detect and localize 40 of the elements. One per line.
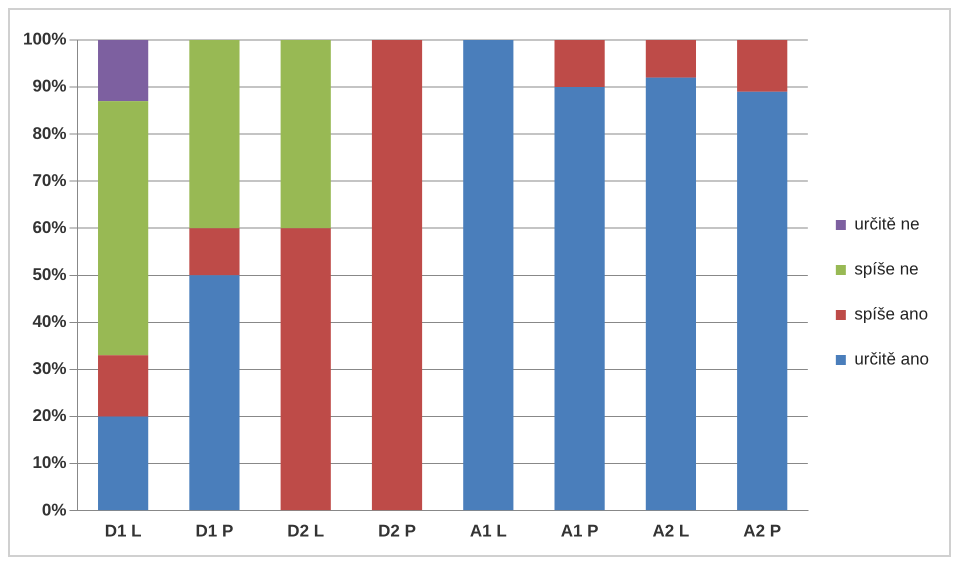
bar xyxy=(372,40,422,510)
bar xyxy=(98,416,148,510)
y-tick-label: 10% xyxy=(32,453,66,472)
x-tick-label: A2 L xyxy=(652,521,690,540)
x-tick-label: D1 P xyxy=(196,521,234,540)
x-tick-label: A2 P xyxy=(743,521,782,540)
bar xyxy=(189,40,240,228)
legend-label: určitě ano xyxy=(854,350,930,369)
y-tick-label: 70% xyxy=(32,170,66,190)
y-tick-label: 0% xyxy=(42,500,66,520)
bar xyxy=(646,40,696,78)
x-tick-label: A1 L xyxy=(470,521,507,540)
y-tick-label: 30% xyxy=(32,359,66,378)
legend-label: spíše ne xyxy=(854,260,919,279)
y-tick-label: 90% xyxy=(32,76,66,96)
legend-label: určitě ne xyxy=(854,214,920,234)
bar xyxy=(189,275,240,510)
bar xyxy=(554,87,605,510)
bar xyxy=(280,40,331,228)
x-tick-label: D1 L xyxy=(104,521,142,540)
bar xyxy=(646,78,696,510)
bar xyxy=(280,228,331,510)
bar xyxy=(737,40,788,92)
bar xyxy=(737,92,788,510)
bar xyxy=(98,355,148,416)
bar xyxy=(98,40,148,102)
y-tick-label: 100% xyxy=(22,30,66,49)
bar xyxy=(98,101,148,356)
y-tick-label: 80% xyxy=(32,124,66,143)
y-tick-label: 20% xyxy=(32,406,66,426)
x-tick-label: D2 L xyxy=(287,521,324,540)
bar xyxy=(463,40,514,510)
y-tick-label: 60% xyxy=(32,218,66,237)
x-tick-label: A1 P xyxy=(560,521,599,540)
bar xyxy=(554,40,605,88)
bar xyxy=(189,228,240,276)
y-tick-label: 40% xyxy=(32,312,66,332)
y-tick-label: 50% xyxy=(32,264,66,284)
x-tick-label: D2 P xyxy=(378,521,416,540)
legend-label: spíše ano xyxy=(854,304,928,324)
